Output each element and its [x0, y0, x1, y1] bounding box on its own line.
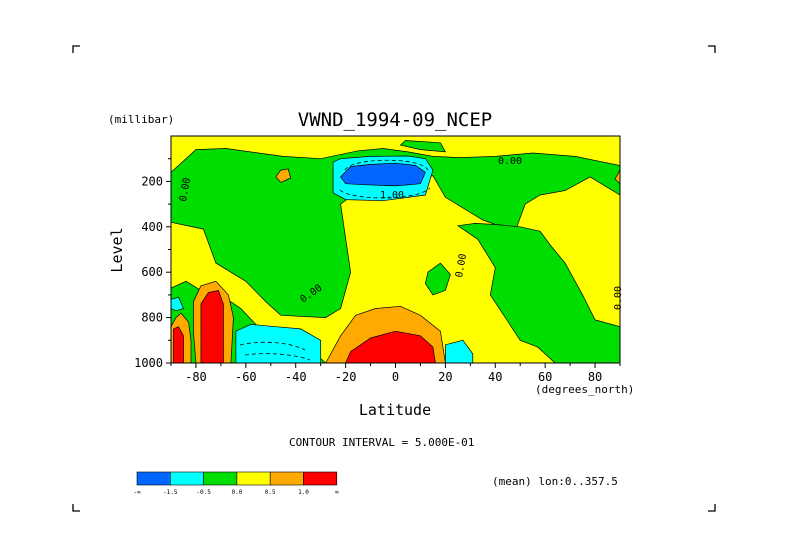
x-ticks: -80 -60 -40 -20 0 20 40 60 80 — [170, 363, 621, 384]
contour-region-green-3 — [425, 262, 451, 296]
y-tick-label: 200 — [141, 174, 163, 188]
y-ticks: 200 400 600 800 1000 — [134, 158, 171, 370]
y-tick-label: 600 — [141, 265, 163, 279]
plot-area: -80 -60 -40 -20 0 20 40 60 80 200 400 600 800 1000 0… — [134, 135, 624, 384]
contour-label: 1.00 — [380, 190, 404, 201]
x-tick-label: 40 — [488, 370, 502, 384]
colorbar-label: 1.0 — [298, 489, 309, 496]
x-tick-label: 60 — [538, 370, 552, 384]
contour-region-red-16 — [173, 326, 184, 364]
mean-lon-text: (mean) lon:0..357.5 — [492, 475, 618, 488]
colorbar-swatch — [203, 471, 238, 486]
contour-label: 0.00 — [613, 286, 624, 310]
contour-label: 0.00 — [178, 177, 193, 203]
colorbar-swatch — [269, 471, 304, 486]
colorbar-swatch — [170, 471, 204, 486]
colorbar-label: ∞ — [335, 489, 339, 496]
contour-regions — [170, 140, 621, 364]
x-tick-label: 80 — [588, 370, 602, 384]
contour-region-red-17 — [200, 289, 224, 364]
contour-region-cyan-8 — [445, 339, 474, 364]
x-unit-label: (degrees_north) — [535, 383, 634, 396]
contour-label: 0.00 — [498, 156, 522, 167]
x-tick-label: -80 — [185, 370, 207, 384]
colorbar-label: 0.0 — [231, 489, 242, 496]
y-tick-label: 400 — [141, 220, 163, 234]
contour-region-green-4 — [399, 140, 447, 153]
contour-decorations — [239, 159, 431, 361]
colorbar-label: -0.5 — [196, 489, 211, 496]
contour-interval-text: CONTOUR INTERVAL = 5.000E-01 — [289, 436, 474, 449]
y-tick-label: 1000 — [134, 356, 163, 370]
y-tick-label: 800 — [141, 311, 163, 325]
colorbar-label: 0.5 — [265, 489, 276, 496]
colorbar-label: -1.5 — [163, 489, 178, 496]
x-tick-label: 0 — [392, 370, 399, 384]
contour-label: 0.00 — [454, 253, 469, 279]
contour-region-green-0 — [170, 148, 621, 318]
colorbar-label: -∞ — [133, 489, 141, 496]
colorbar-swatch — [303, 471, 338, 486]
contour-region-orange-13 — [275, 168, 292, 183]
y-unit-label: (millibar) — [108, 113, 174, 126]
contour-region-red-15 — [345, 330, 436, 364]
x-axis-label: Latitude — [359, 401, 431, 419]
x-tick-label: -60 — [235, 370, 257, 384]
colorbar: -∞ -1.5 -0.5 0.0 0.5 1.0 ∞ — [133, 471, 339, 496]
x-tick-label: 20 — [438, 370, 452, 384]
contour-region-blue-9 — [340, 162, 426, 187]
chart-title: VWND_1994-09_NCEP — [298, 109, 492, 131]
crop-marks — [72, 45, 716, 512]
y-axis-label: Level — [108, 227, 126, 272]
x-tick-label: -40 — [285, 370, 307, 384]
colorbar-swatch — [136, 471, 171, 486]
colorbar-swatch — [236, 471, 271, 486]
x-tick-label: -20 — [335, 370, 357, 384]
